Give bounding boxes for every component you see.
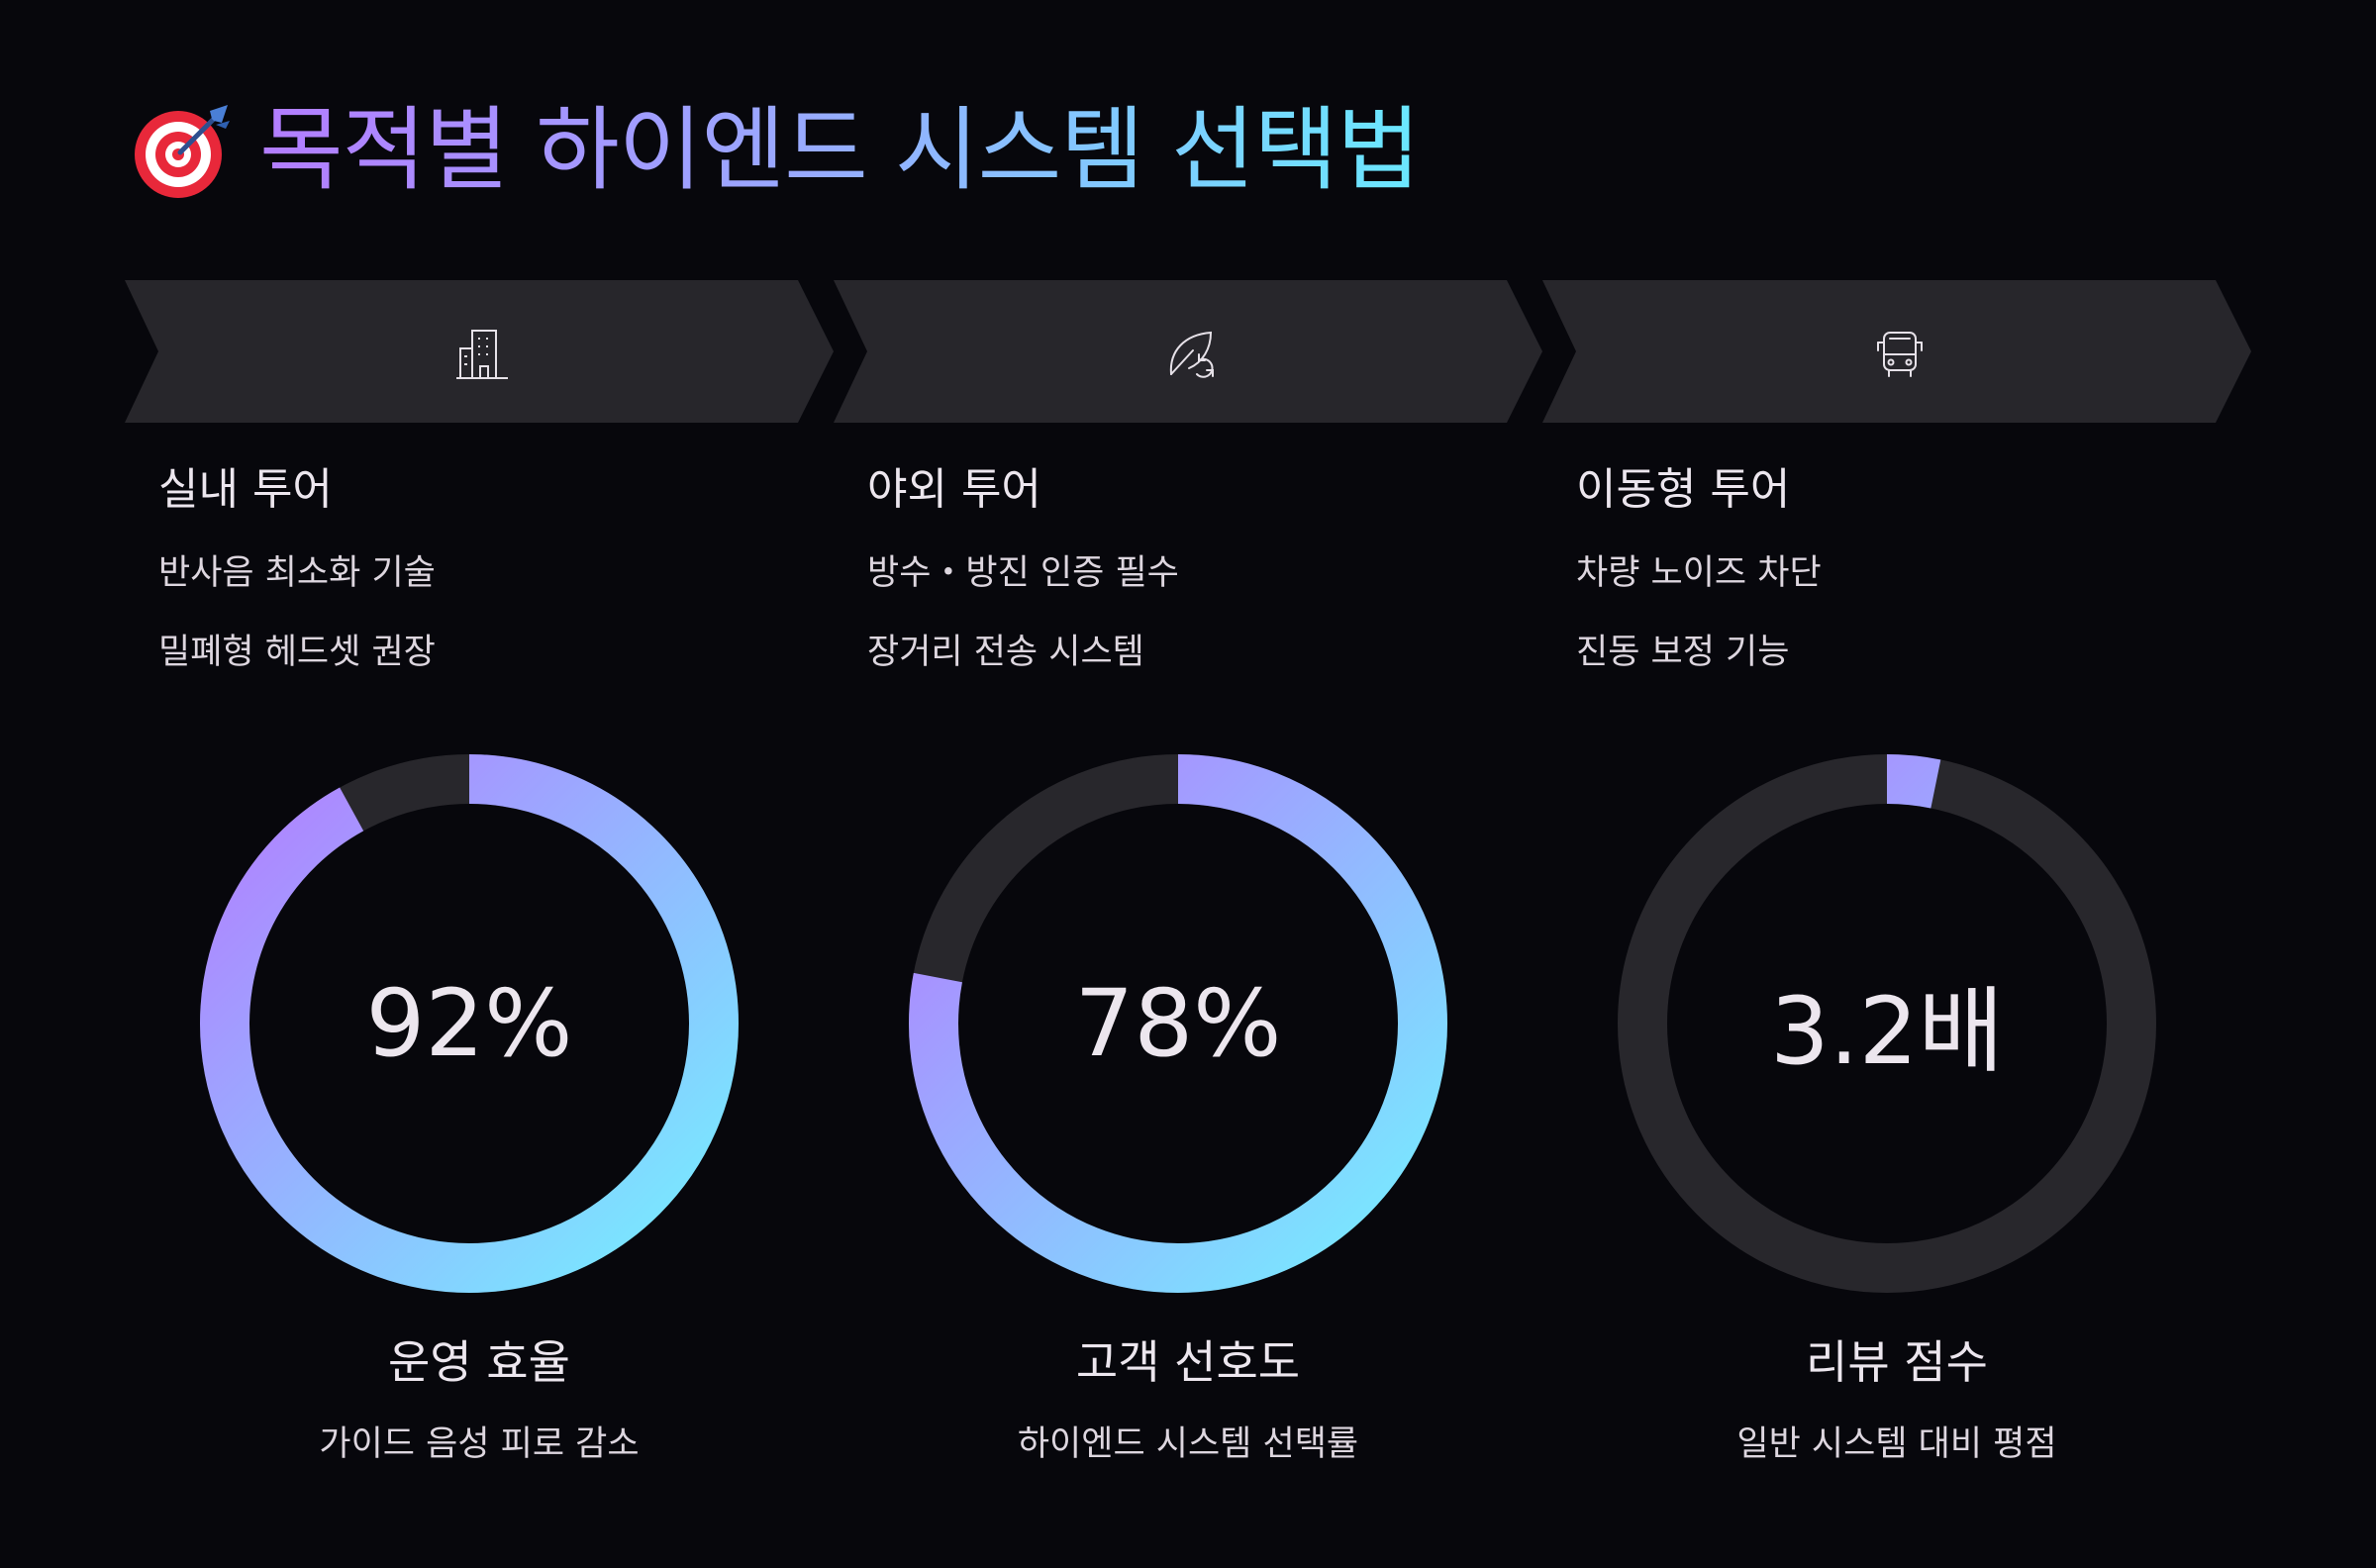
column-outdoor: 야외 투어 방수・방진 인증 필수 장거리 전송 시스템 78% 고객 선호도 … <box>834 0 1542 1568</box>
column-indoor: 실내 투어 반사음 최소화 기술 밀폐형 헤드셋 권장 92% 운영 효율 가이… <box>125 0 834 1568</box>
column-heading: 야외 투어 <box>867 464 1041 515</box>
metric-value: 78% <box>1074 969 1282 1078</box>
title-row: 목적별 하이엔드 시스템 선택법 <box>131 91 1421 210</box>
metric-label: 운영 효율 <box>388 1335 570 1389</box>
feature-line: 밀폐형 헤드셋 권장 <box>158 633 436 672</box>
ring-arc <box>909 754 1447 1293</box>
leaf-refresh-icon <box>1169 331 1214 378</box>
column-heading: 이동형 투어 <box>1576 464 1791 515</box>
metric-subtitle: 하이엔드 시스템 선택률 <box>1017 1424 1359 1464</box>
column-mobile: 이동형 투어 차량 노이즈 차단 진동 보정 기능 3.2배 리뷰 점수 일반 … <box>1542 0 2251 1568</box>
metric-value: 3.2배 <box>1770 978 2004 1086</box>
progress-ring-svg <box>200 754 739 1293</box>
progress-ring-svg <box>909 754 1447 1293</box>
ring-arc <box>200 754 739 1293</box>
feature-line: 진동 보정 기능 <box>1576 633 1790 672</box>
chevron-banner <box>834 280 1542 423</box>
progress-ring: 92% <box>198 752 741 1295</box>
feature-line: 반사음 최소화 기술 <box>158 553 436 593</box>
progress-ring: 78% <box>907 752 1449 1295</box>
chevron-banner <box>125 280 834 423</box>
feature-line: 장거리 전송 시스템 <box>867 633 1144 672</box>
ring-arc <box>1618 754 2156 1293</box>
target-dart-icon <box>135 105 230 198</box>
bus-icon <box>1877 332 1923 377</box>
page-title: 목적별 하이엔드 시스템 선택법 <box>259 97 1421 203</box>
feature-line: 차량 노이즈 차단 <box>1576 553 1822 593</box>
feature-line: 방수・방진 인증 필수 <box>867 553 1179 593</box>
chevron-banner <box>1542 280 2251 423</box>
metric-label: 고객 선호도 <box>1075 1335 1301 1389</box>
building-icon <box>456 330 508 379</box>
metric-value: 92% <box>365 969 573 1078</box>
progress-ring: 3.2배 <box>1616 752 2158 1295</box>
progress-ring-svg <box>1618 754 2156 1293</box>
metric-subtitle: 가이드 음성 피로 감소 <box>319 1424 640 1464</box>
column-heading: 실내 투어 <box>158 464 333 515</box>
metric-subtitle: 일반 시스템 대비 평점 <box>1736 1424 2057 1464</box>
metric-label: 리뷰 점수 <box>1806 1335 1988 1389</box>
